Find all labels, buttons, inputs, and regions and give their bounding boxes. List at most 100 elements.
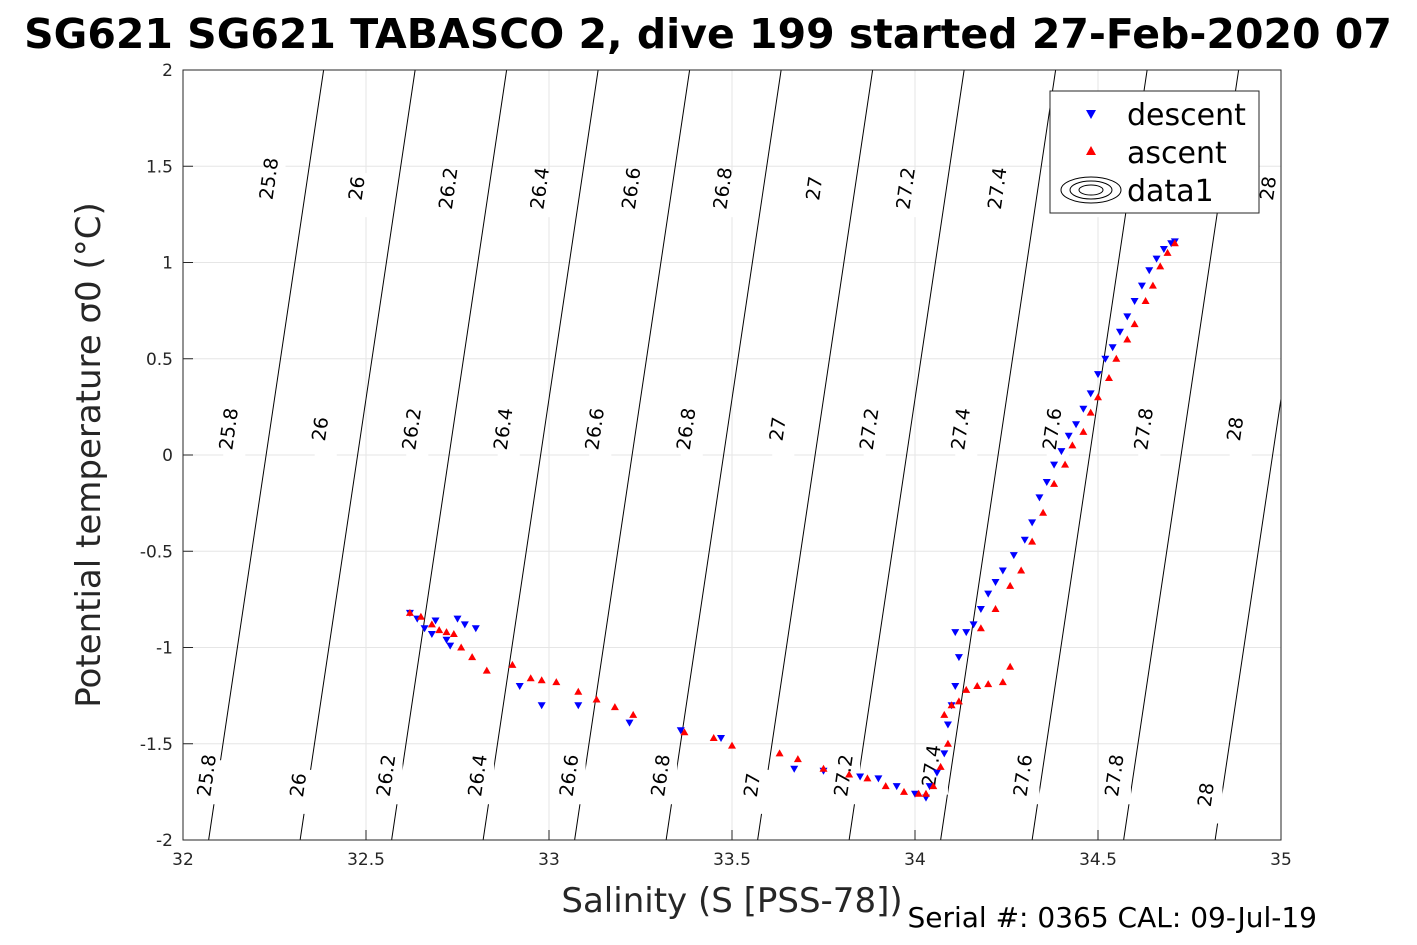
- contour-label-bg: [497, 413, 520, 458]
- ascent-point: [1068, 441, 1077, 449]
- descent-point: [446, 642, 455, 650]
- contour-label-bg: [808, 173, 831, 218]
- descent-point: [717, 734, 726, 742]
- contour-label-bg: [746, 769, 769, 814]
- descent-point: [1072, 421, 1081, 429]
- ascent-point: [680, 728, 689, 736]
- y-tick-label: 0: [162, 446, 173, 466]
- ascent-point: [526, 674, 535, 682]
- y-tick-label: -1: [156, 639, 173, 659]
- contour-label: 26: [345, 175, 370, 202]
- y-axis-label: Potential temperature σ0 (°C): [69, 202, 109, 708]
- legend-box: [1049, 90, 1260, 214]
- contour-label-bg: [563, 760, 586, 805]
- contour-label-bg: [351, 173, 374, 218]
- ascent-point: [1086, 408, 1095, 416]
- descent-point: [984, 590, 993, 598]
- descent-point: [892, 783, 901, 791]
- chart-title: SG621 SG621 TABASCO 2, dive 199 started …: [24, 10, 1392, 58]
- legend-descent-marker: [1086, 110, 1096, 119]
- descent-point: [1064, 432, 1073, 440]
- ascent-point: [991, 605, 1000, 612]
- contour-label-bg: [1108, 760, 1131, 805]
- contour-label-bg: [534, 173, 557, 218]
- contour-label-bg: [680, 413, 703, 458]
- x-axis-label: Salinity (S [PSS-78]): [561, 881, 902, 921]
- descent-point: [471, 625, 480, 633]
- descent-point: [431, 617, 440, 625]
- ascent-point: [574, 687, 583, 695]
- contour-label-bg: [472, 760, 495, 805]
- ascent-point: [482, 666, 491, 674]
- ascent-point: [1079, 427, 1088, 435]
- ascent-point: [954, 697, 963, 705]
- serial-cal-footer: Serial #: 0365 CAL: 09-Jul-19: [907, 901, 1317, 934]
- contour-line-25-8: [208, 69, 325, 841]
- descent-point: [427, 631, 436, 639]
- x-tick-label: 34.5: [1079, 850, 1117, 870]
- legend-descent-label: descent: [1127, 98, 1246, 133]
- descent-point: [1028, 519, 1037, 527]
- contour-label-bg: [1229, 413, 1252, 458]
- y-tick-label: -0.5: [140, 542, 173, 562]
- contour-line-27-4: [940, 69, 1057, 841]
- ascent-point: [709, 733, 718, 741]
- descent-point: [1108, 344, 1117, 352]
- data-points: [405, 238, 1179, 802]
- contour-label-bg: [406, 413, 429, 458]
- ascent-point: [1061, 460, 1070, 468]
- ascent-point: [537, 676, 546, 684]
- contour-label-bg: [655, 760, 678, 805]
- descent-point: [1152, 255, 1161, 263]
- ascent-point: [976, 624, 985, 632]
- ascent-point: [405, 608, 414, 616]
- y-tick-label: -1.5: [140, 735, 173, 755]
- ascent-point: [1039, 508, 1048, 516]
- ascent-point: [929, 782, 938, 790]
- contour-line-26-8: [665, 69, 782, 841]
- contour-label-bg: [1262, 173, 1285, 218]
- ascent-point: [984, 680, 993, 688]
- descent-point: [460, 621, 469, 629]
- contour-label-bg: [223, 413, 246, 458]
- contour-label: 26: [308, 415, 333, 442]
- legend-ascent-marker: [1086, 146, 1096, 155]
- descent-point: [1057, 448, 1066, 456]
- ascent-point: [1163, 248, 1172, 256]
- y-tick-label: 1.5: [146, 157, 173, 177]
- descent-point: [951, 683, 960, 690]
- contour-label-bg: [717, 173, 740, 218]
- ascent-point: [442, 628, 451, 636]
- y-tick-label: -2: [156, 831, 173, 851]
- x-tick-label: 33: [538, 850, 560, 870]
- ascent-point: [728, 741, 736, 749]
- contour-label: 27: [802, 175, 827, 202]
- ascent-point: [863, 774, 872, 782]
- ascent-point: [1017, 566, 1026, 574]
- contour-label: 28: [1256, 175, 1281, 202]
- contour-line-26-2: [391, 69, 508, 841]
- descent-point: [1009, 552, 1018, 560]
- ascent-point: [1006, 662, 1015, 670]
- descent-point: [574, 702, 583, 710]
- ascent-point: [881, 782, 890, 790]
- contour-label: 27: [766, 415, 791, 442]
- ascent-point: [1141, 297, 1150, 304]
- contour-line-26: [299, 69, 416, 841]
- ascent-point: [1104, 374, 1113, 381]
- contour-label-bg: [863, 413, 886, 458]
- descent-point: [925, 783, 934, 791]
- descent-point: [969, 621, 978, 629]
- y-tick-label: 2: [162, 61, 173, 81]
- descent-point: [625, 719, 634, 727]
- descent-point: [943, 721, 952, 729]
- legend: descent ascent data1: [1049, 90, 1260, 214]
- contour-label-bg: [838, 760, 861, 805]
- descent-point: [676, 727, 685, 735]
- ascent-point: [592, 695, 601, 703]
- descent-point: [1123, 313, 1132, 321]
- ascent-point: [914, 789, 923, 797]
- contour-label: 27: [740, 772, 765, 799]
- contour-line-27-2: [848, 69, 965, 841]
- descent-point: [976, 606, 985, 613]
